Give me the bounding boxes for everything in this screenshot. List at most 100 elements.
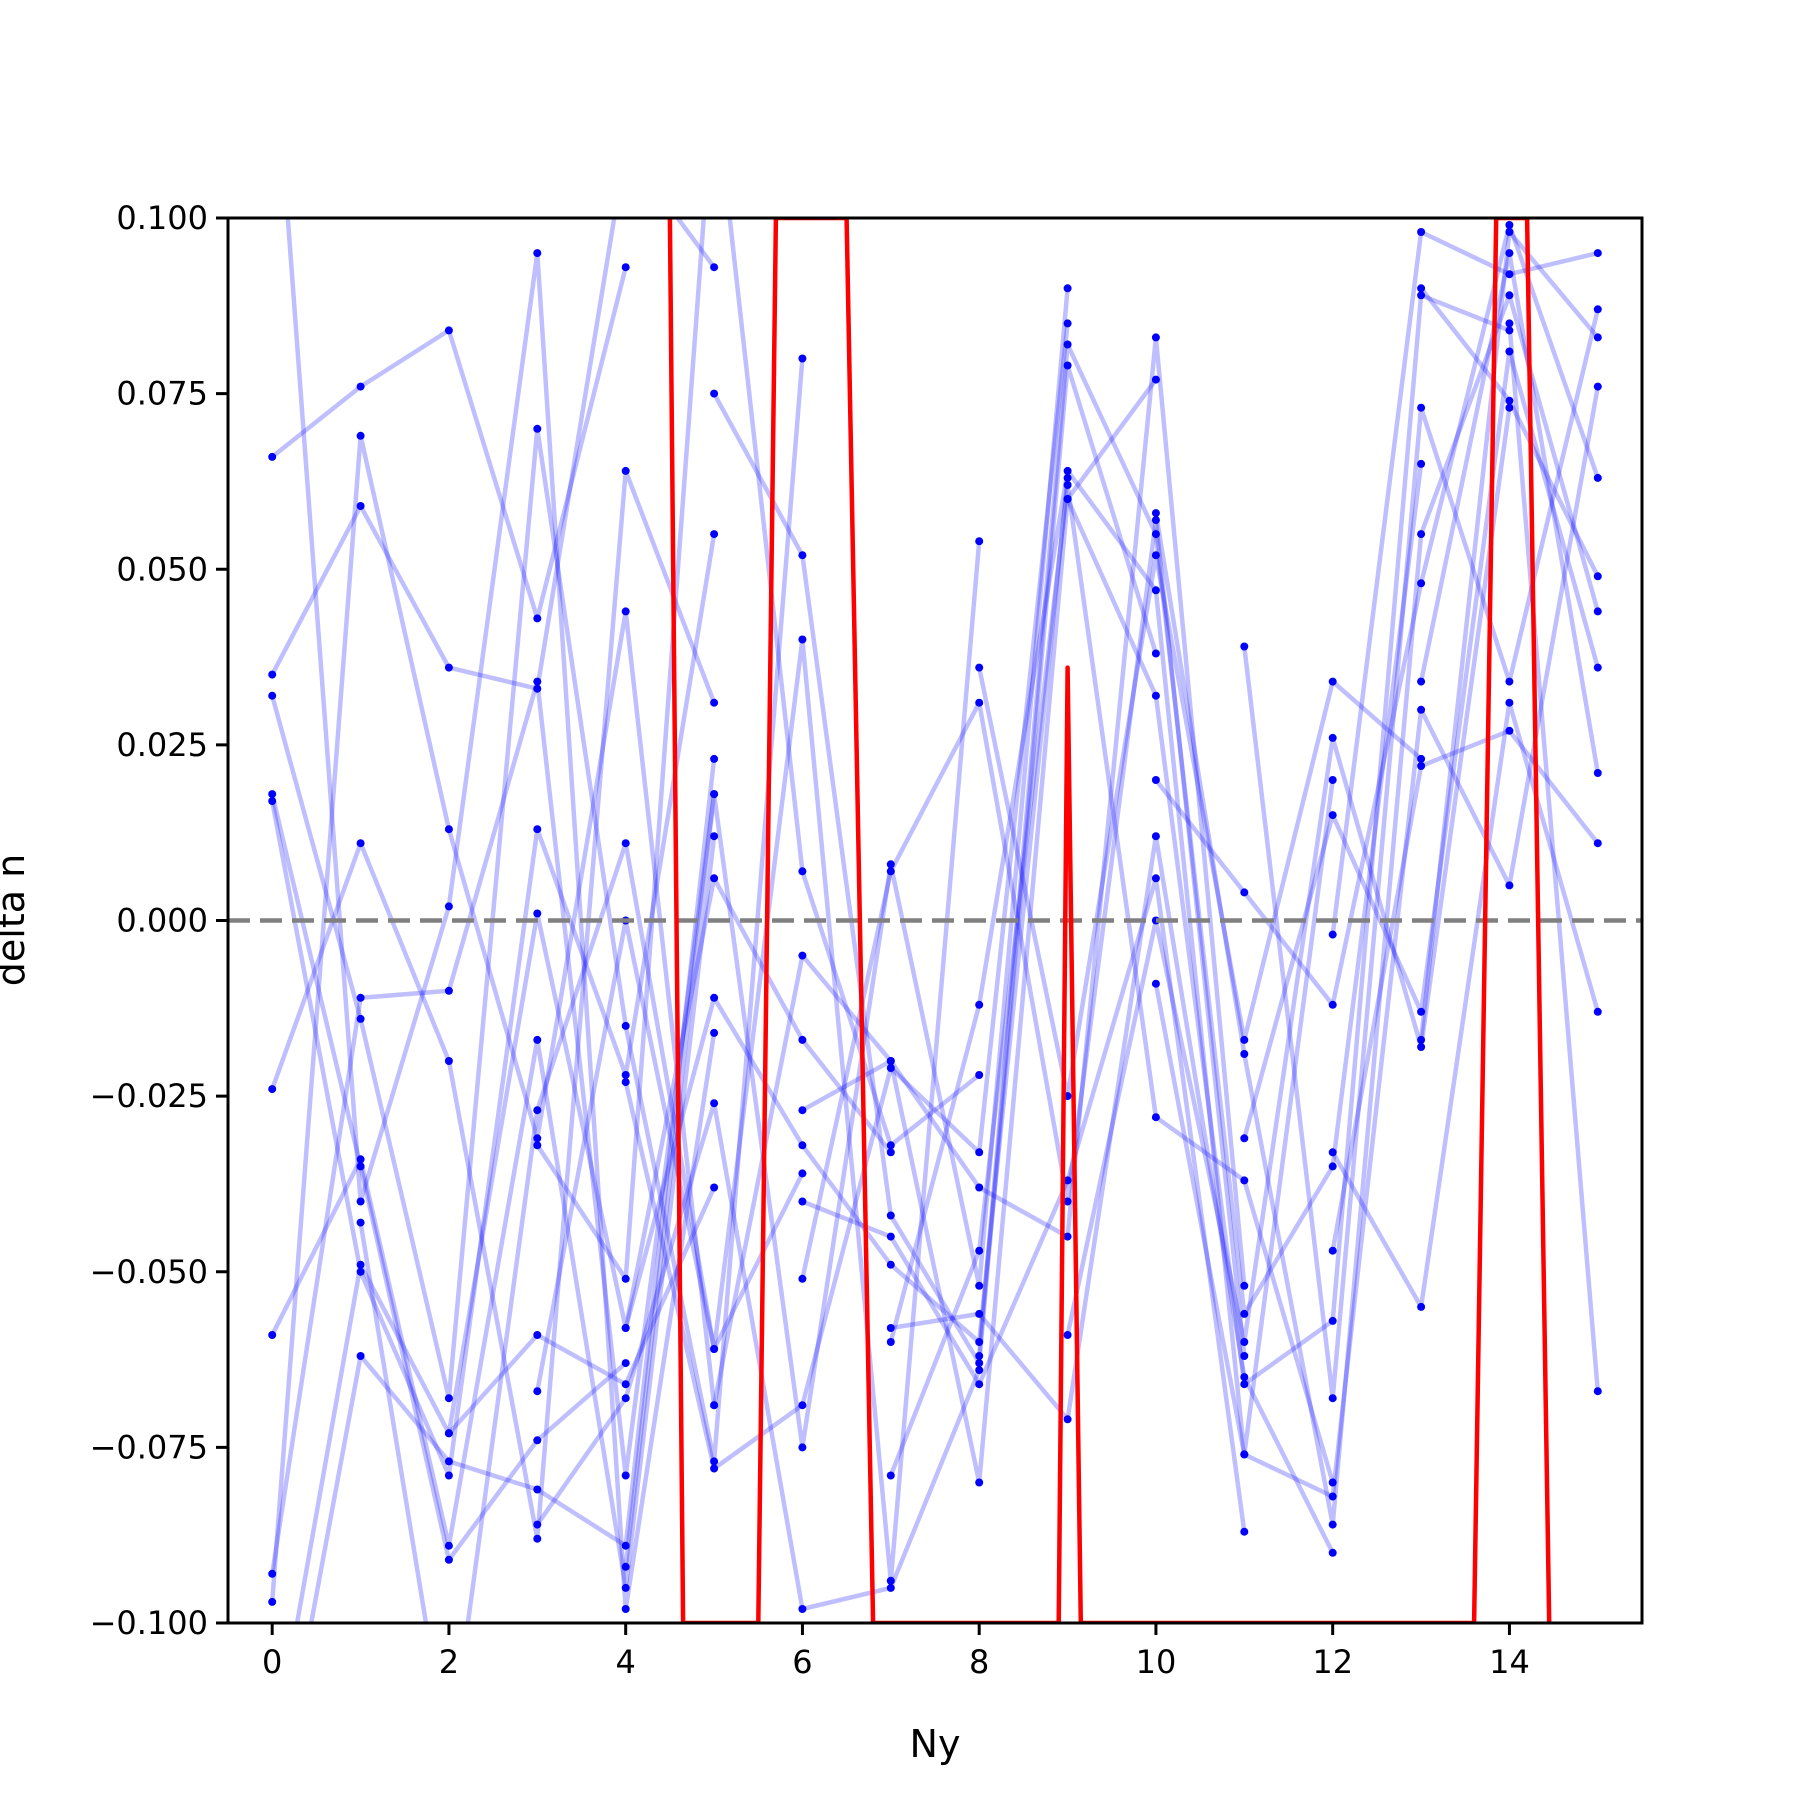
sample-point — [1240, 1035, 1249, 1044]
x-tick-label: 14 — [1489, 1643, 1530, 1681]
sample-point — [533, 1035, 542, 1044]
sample-point — [1417, 228, 1426, 236]
sample-point — [1151, 874, 1160, 883]
sample-point — [886, 1583, 895, 1592]
y-tick-label: 0.100 — [116, 199, 208, 237]
sample-point — [356, 1352, 365, 1360]
sample-trace — [1153, 293, 1600, 1527]
sample-point — [444, 1429, 453, 1438]
sample-point — [621, 1380, 630, 1389]
sample-point — [886, 1064, 895, 1072]
sample-point — [1063, 319, 1072, 328]
x-axis: 0 2 4 6 8 10 12 14 — [262, 1623, 1530, 1681]
sample-point — [798, 1169, 807, 1178]
sample-point — [798, 867, 807, 876]
sample-point — [533, 1485, 542, 1494]
sample-point — [1417, 579, 1426, 588]
sample-point — [533, 1106, 542, 1115]
sample-point — [444, 326, 453, 335]
x-tick-label: 2 — [439, 1643, 459, 1681]
x-axis-title: Ny — [910, 1722, 961, 1766]
sample-point — [1328, 1520, 1337, 1529]
y-tick-label: 0.025 — [116, 726, 208, 764]
sample-point — [1063, 361, 1072, 370]
sample-point — [886, 1576, 895, 1585]
sample-trace — [294, 1186, 717, 1623]
sample-point — [1151, 776, 1160, 784]
sample-point — [533, 1141, 542, 1150]
sample-point — [1505, 403, 1514, 412]
sample-point — [356, 382, 365, 391]
sample-point — [268, 790, 277, 799]
sample-point — [1505, 228, 1514, 236]
sample-point — [533, 1520, 542, 1529]
sample-point — [1151, 530, 1160, 539]
sample-point — [710, 1457, 719, 1466]
sample-point — [1328, 733, 1337, 742]
sample-trace — [535, 218, 981, 1282]
sample-point — [1593, 333, 1602, 342]
sample-trace — [358, 840, 805, 1623]
sample-point — [533, 424, 542, 433]
sample-point — [533, 614, 542, 623]
sample-point — [1417, 1035, 1426, 1044]
sample-point — [444, 902, 453, 911]
sample-point — [1151, 649, 1160, 658]
sample-point — [1593, 663, 1602, 672]
sample-point — [1063, 1232, 1072, 1241]
sample-point — [1417, 1043, 1426, 1051]
sample-point — [444, 1394, 453, 1403]
sample-point — [621, 1071, 630, 1079]
sample-point — [1505, 291, 1514, 300]
sample-point — [1593, 1007, 1602, 1016]
sample-point — [1240, 642, 1249, 651]
points-layer — [268, 221, 1602, 1613]
y-tick-label: −0.100 — [90, 1604, 208, 1642]
sample-trace — [1065, 407, 1512, 1345]
sample-point — [975, 1359, 984, 1368]
sample-point — [1063, 1197, 1072, 1206]
sample-point — [1328, 1162, 1337, 1171]
sample-point — [975, 1000, 984, 1009]
sample-point — [533, 249, 542, 258]
sample-trace — [308, 758, 717, 1623]
sample-point — [975, 1478, 984, 1487]
x-tick-label: 8 — [969, 1643, 989, 1681]
y-tick-label: −0.050 — [90, 1253, 208, 1291]
sample-trace — [888, 468, 1335, 1457]
sample-point — [621, 1274, 630, 1283]
sample-trace — [535, 1100, 982, 1612]
sample-point — [1151, 832, 1160, 841]
x-tick-label: 12 — [1312, 1643, 1353, 1681]
sample-trace — [1153, 386, 1601, 1499]
sample-point — [1328, 677, 1337, 686]
sample-point — [975, 1246, 984, 1255]
sample-point — [1063, 284, 1072, 293]
sample-point — [798, 1106, 807, 1115]
sample-trace — [801, 876, 1247, 1533]
x-tick-label: 10 — [1136, 1643, 1177, 1681]
sample-point — [533, 1436, 542, 1445]
sample-point — [1151, 691, 1160, 700]
sample-point — [356, 502, 365, 510]
traces-layer — [269, 218, 1601, 1623]
sample-point — [1328, 1394, 1337, 1403]
sample-point — [1151, 1113, 1160, 1122]
sample-point — [1240, 1281, 1249, 1290]
sample-point — [1151, 516, 1160, 525]
sample-point — [533, 677, 542, 686]
sample-point — [1151, 586, 1160, 595]
sample-point — [621, 1605, 630, 1613]
sample-trace — [976, 552, 1423, 1099]
x-tick-label: 4 — [616, 1643, 636, 1681]
sample-point — [1240, 1176, 1249, 1185]
sample-point — [886, 1211, 895, 1220]
sample-point — [621, 607, 630, 616]
sample-trace — [712, 363, 1159, 1366]
sample-trace — [270, 468, 717, 1541]
sample-point — [268, 452, 277, 461]
sample-point — [1593, 1387, 1602, 1396]
sample-point — [975, 1309, 984, 1318]
sample-trace — [1154, 222, 1600, 1008]
